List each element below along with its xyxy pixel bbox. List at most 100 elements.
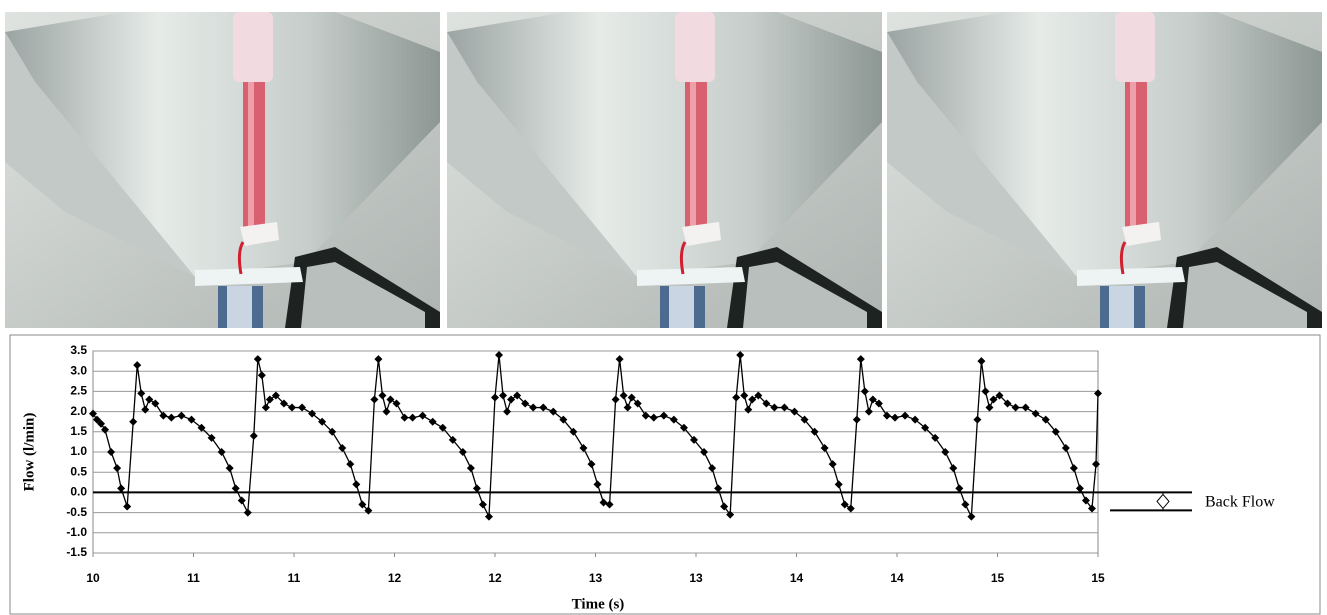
data-point: [97, 419, 106, 428]
y-tick-label: 0.0: [70, 485, 87, 499]
data-point: [113, 464, 122, 473]
data-point: [599, 498, 608, 507]
data-point: [265, 395, 274, 404]
data-point: [967, 512, 976, 521]
data-point: [167, 413, 176, 422]
data-point: [864, 407, 873, 416]
data-point: [507, 395, 516, 404]
data-point: [627, 393, 636, 402]
data-point: [874, 399, 883, 408]
data-point: [949, 464, 958, 473]
data-point: [484, 512, 493, 521]
data-point: [641, 411, 650, 420]
data-point: [145, 395, 154, 404]
data-point: [726, 510, 735, 519]
data-point: [762, 399, 771, 408]
data-point: [955, 484, 964, 493]
annotation: Back Flow: [1205, 494, 1275, 511]
data-point: [846, 504, 855, 513]
data-point: [513, 391, 522, 400]
data-point: [249, 431, 258, 440]
data-point: [338, 443, 347, 452]
data-point: [137, 389, 146, 398]
data-point: [187, 415, 196, 424]
data-point: [346, 460, 355, 469]
data-point: [133, 361, 142, 370]
data-point: [279, 399, 288, 408]
data-point: [1075, 484, 1084, 493]
data-point: [1031, 409, 1040, 418]
y-tick-label: 2.5: [70, 384, 87, 398]
data-point: [177, 411, 186, 420]
photo-frame-2: [445, 10, 884, 330]
backflow-marker: [1156, 493, 1170, 510]
x-tick-label: 12: [488, 571, 502, 585]
data-point: [378, 391, 387, 400]
data-point: [466, 464, 475, 473]
x-tick-label: 10: [86, 571, 100, 585]
plot: 3.5 3.0 2.5 2.0 1.5 1.0 0.5 0.0 -0.5 -1.0 -1.5 10 11…: [66, 343, 1192, 585]
x-axis-title: Time (s): [572, 596, 625, 612]
y-tick-label: -1.0: [66, 525, 87, 539]
data-point: [961, 500, 970, 509]
data-point: [800, 415, 809, 424]
data-point: [117, 484, 126, 493]
data-point: [107, 448, 116, 456]
data-point: [1094, 389, 1102, 398]
photo-frame-1: [3, 10, 442, 330]
x-tick-label: 13: [589, 571, 603, 585]
data-point: [1081, 496, 1090, 505]
data-point: [159, 411, 168, 420]
x-tick-label: 15: [1091, 571, 1105, 585]
data-point: [856, 355, 865, 364]
data-point: [995, 391, 1004, 400]
data-point: [503, 407, 512, 416]
data-point: [770, 403, 779, 412]
data-point: [1091, 460, 1100, 469]
data-point: [499, 391, 508, 400]
data-point: [732, 393, 741, 402]
data-point: [428, 417, 437, 426]
x-tick-label: 15: [991, 571, 1005, 585]
data-point: [882, 411, 891, 420]
y-tick-label: 3.5: [70, 343, 87, 357]
data-point: [231, 484, 240, 493]
data-point: [521, 399, 530, 408]
data-point: [911, 415, 920, 424]
y-tick-label: 0.5: [70, 464, 87, 478]
data-point: [151, 399, 160, 408]
data-point: [448, 435, 457, 444]
data-point: [374, 355, 383, 364]
data-point: [700, 448, 709, 456]
data-point: [973, 415, 982, 424]
data-point: [834, 480, 843, 489]
data-point: [352, 480, 361, 489]
data-point: [1041, 415, 1050, 424]
data-point: [748, 395, 757, 404]
data-point: [981, 387, 990, 396]
data-point: [989, 395, 998, 404]
data-point: [901, 411, 910, 420]
data-point: [217, 448, 226, 456]
data-point: [478, 500, 487, 509]
data-point: [740, 391, 749, 400]
data-point: [619, 391, 628, 400]
data-point: [400, 413, 409, 422]
data-point: [370, 395, 379, 404]
data-point: [1011, 403, 1020, 412]
data-point: [860, 387, 869, 396]
data-point: [840, 500, 849, 509]
data-point: [89, 409, 97, 418]
y-tick-label: -1.5: [66, 545, 87, 559]
data-point: [392, 399, 401, 408]
data-point: [1003, 399, 1012, 408]
data-point: [633, 399, 642, 408]
data-point: [141, 405, 150, 414]
data-point: [852, 415, 861, 424]
data-point: [298, 403, 307, 412]
data-point: [271, 391, 280, 400]
data-point: [649, 413, 658, 422]
data-point: [495, 351, 504, 360]
